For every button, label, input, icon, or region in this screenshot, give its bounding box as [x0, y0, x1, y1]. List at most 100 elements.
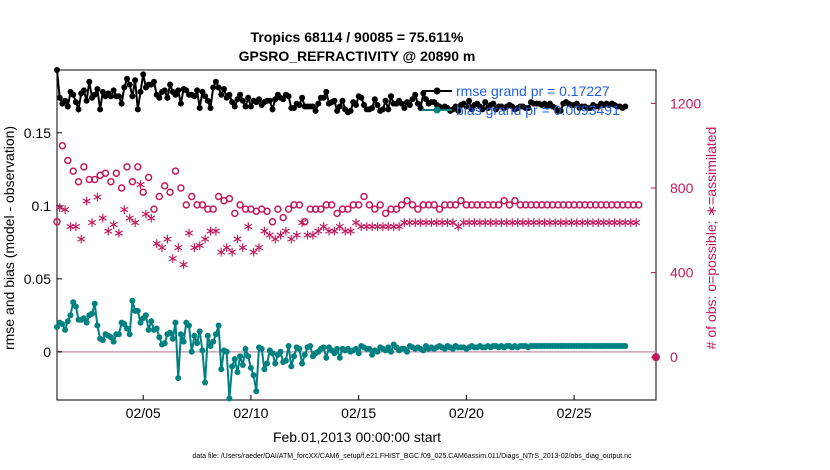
rmse-point	[388, 93, 394, 100]
assimilated-point: ∗	[350, 215, 362, 231]
rmse-point	[385, 106, 392, 113]
rmse-point	[525, 105, 532, 111]
possible-point	[90, 175, 99, 184]
possible-point	[494, 201, 503, 209]
series-bias	[54, 297, 629, 402]
rmse-point	[194, 87, 201, 94]
rmse-point	[72, 99, 79, 106]
assimilated-point: ∗	[533, 215, 545, 231]
bias-point	[385, 344, 392, 351]
possible-point	[635, 201, 643, 209]
assimilated-point: ∗	[593, 215, 605, 231]
x-axis-label: Feb.01,2013 00:00:00 start	[273, 429, 441, 445]
assimilated-point: ∗	[625, 215, 637, 231]
rmse-point	[468, 106, 475, 113]
series-assimilated: ∗∗∗∗∗∗∗∗∗∗∗∗∗∗∗∗∗∗∗∗∗∗∗∗∗∗∗∗∗∗∗∗∗∗∗∗∗∗∗∗…	[54, 177, 642, 273]
rmse-point	[315, 100, 322, 107]
rmse-point	[137, 88, 144, 95]
chart-subtitle: GPSRO_REFRACTIVITY @ 20890 m	[239, 48, 476, 64]
possible-point	[274, 205, 282, 213]
possible-point	[214, 192, 223, 201]
y-axis-label-right: # of obs: o=possible; ∗=assimilated	[703, 127, 719, 350]
rmse-point	[299, 94, 306, 101]
bias-point	[115, 331, 122, 338]
bias-point	[83, 319, 90, 326]
bias-point	[223, 348, 230, 355]
rmse-point	[247, 103, 254, 110]
rmse-point	[479, 106, 486, 113]
rmse-point	[172, 91, 179, 98]
assimilated-point: ∗	[501, 215, 513, 231]
bias-point	[285, 343, 292, 349]
bias-point	[191, 332, 198, 339]
assimilated-point: ∗	[307, 228, 319, 244]
bias-point	[369, 351, 376, 358]
y-right-tick-label: 1200	[670, 95, 701, 111]
y-right-tick-label: 0	[670, 349, 678, 365]
bias-point	[245, 353, 252, 360]
rmse-point	[126, 81, 133, 88]
possible-point	[74, 177, 83, 186]
bias-point	[177, 331, 184, 338]
bias-point	[169, 335, 176, 342]
possible-point	[139, 188, 147, 196]
assimilated-point: ∗	[630, 215, 642, 231]
rmse-point	[70, 91, 77, 98]
rmse-point	[490, 100, 497, 107]
bias-point	[204, 332, 211, 339]
rmse-point	[242, 103, 249, 110]
rmse-point	[622, 103, 629, 110]
bias-point	[161, 340, 168, 347]
possible-point	[403, 196, 411, 205]
assimilated-point: ∗	[113, 225, 125, 241]
rmse-point	[371, 96, 378, 103]
possible-point	[117, 184, 126, 192]
bias-point	[250, 372, 257, 379]
rmse-point	[401, 105, 408, 111]
y-right-tick-label: 800	[670, 180, 694, 196]
assimilated-point: ∗	[415, 215, 427, 231]
assimilated-point: ∗	[318, 219, 330, 235]
possible-point	[58, 141, 67, 150]
assimilated-point: ∗	[189, 240, 201, 256]
possible-point	[371, 205, 379, 213]
possible-point	[198, 201, 207, 209]
rmse-point	[347, 107, 354, 114]
assimilated-point: ∗	[253, 240, 265, 256]
bias-point	[124, 325, 130, 332]
bias-point	[388, 348, 394, 355]
rmse-point	[134, 106, 141, 113]
rmse-point	[175, 87, 182, 94]
possible-point	[182, 201, 191, 209]
possible-point	[225, 194, 234, 203]
assimilated-point: ∗	[242, 219, 254, 235]
bias-point	[207, 343, 214, 349]
assimilated-point: ∗	[409, 215, 421, 231]
series-possible	[53, 141, 643, 226]
bias-point	[215, 322, 222, 329]
rmse-point	[423, 96, 429, 103]
rmse-point	[156, 94, 163, 101]
possible-point	[171, 167, 180, 175]
bias-point	[331, 350, 338, 357]
assimilated-point: ∗	[296, 215, 308, 231]
possible-point	[112, 169, 121, 177]
possible-point	[144, 173, 153, 182]
rmse-point	[266, 97, 273, 104]
assimilated-point: ∗	[528, 215, 540, 231]
bias-point	[194, 340, 201, 347]
bias-point	[107, 334, 114, 341]
assimilated-point: ∗	[210, 223, 222, 239]
assimilated-point: ∗	[226, 244, 238, 260]
bias-point	[72, 303, 79, 310]
assimilated-point: ∗	[339, 223, 351, 239]
bias-point	[167, 329, 174, 336]
assimilated-point: ∗	[447, 215, 459, 231]
assimilated-point: ∗	[555, 215, 567, 231]
rmse-point	[334, 107, 341, 114]
assimilated-point: ∗	[124, 211, 136, 227]
bias-point	[269, 350, 276, 357]
rmse-point	[129, 93, 136, 100]
assimilated-point: ∗	[205, 223, 217, 239]
assimilated-point: ∗	[609, 215, 621, 231]
